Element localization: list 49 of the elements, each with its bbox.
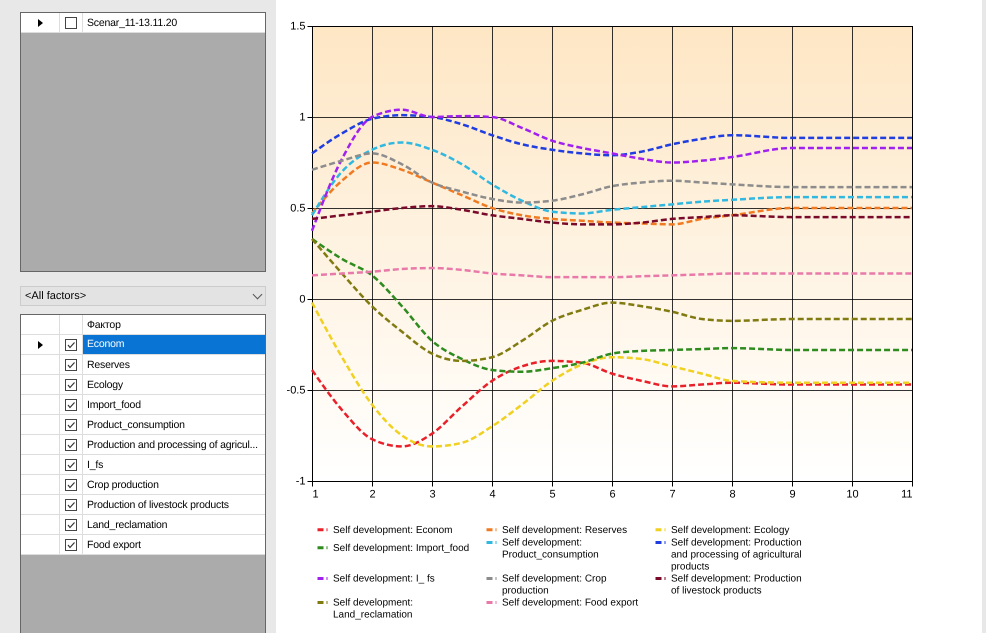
- legend-label: Self development: Econom: [333, 524, 453, 536]
- text: Food export: [86, 538, 142, 550]
- x-tick-label: 4: [489, 488, 496, 500]
- text: Econom: [83, 335, 265, 354]
- line-series: [310, 108, 914, 232]
- y-tick-label: 1: [299, 112, 306, 124]
- legend-label: Self development: Import_food: [333, 542, 470, 554]
- line-series: [310, 152, 914, 204]
- text: Production and processing of agricul...: [86, 438, 259, 450]
- legend-label: Self development: Land_reclamation: [333, 598, 414, 620]
- x-tick-label: 10: [846, 488, 859, 500]
- legend-label: Self development: Crop production: [502, 574, 607, 596]
- x-tick-label: 3: [429, 488, 436, 500]
- x-tick-label: 11: [901, 488, 912, 500]
- line-series: [310, 266, 914, 278]
- legend-label: Self development: Reserves: [502, 524, 628, 536]
- y-tick-label: 1.5: [290, 20, 306, 32]
- text: Import_food: [86, 398, 142, 410]
- x-tick-label: 5: [549, 488, 556, 500]
- y-tick-label: -0.5: [286, 384, 306, 396]
- text: Production of livestock products: [86, 498, 230, 510]
- text: Reserves: [86, 358, 131, 370]
- x-tick-label: 8: [729, 488, 736, 500]
- legend-label: Self development: Ecology: [671, 524, 790, 536]
- x-tick-label: 9: [789, 488, 796, 500]
- text: Product_consumption: [86, 418, 186, 430]
- x-tick-label: 2: [369, 488, 376, 500]
- y-tick-label: -1: [296, 476, 306, 488]
- line-series: [310, 161, 914, 226]
- legend-label: Self development: Production and processing of agricultural products: [671, 538, 802, 572]
- text: Land_reclamation: [86, 518, 168, 530]
- line-series: [310, 141, 914, 217]
- text: Crop production: [86, 478, 160, 490]
- y-tick-label: 0: [299, 294, 306, 306]
- text: Scenar_11-13.11.20: [86, 16, 178, 28]
- text: <All factors>: [25, 290, 86, 302]
- x-tick-label: 7: [669, 488, 676, 500]
- text: Фактор: [86, 318, 122, 330]
- legend-label: Self development: I_ fs: [333, 574, 435, 584]
- x-tick-label: 6: [609, 488, 616, 500]
- x-tick-label: 1: [312, 488, 319, 500]
- y-tick-label: 0.5: [290, 202, 306, 214]
- line-series: [310, 360, 914, 448]
- legend-label: Self development: Product_consumption: [502, 538, 599, 560]
- text: I_fs: [86, 458, 104, 470]
- legend-label: Self development: Production of livestock products: [671, 574, 802, 596]
- legend-label: Self development: Food export: [502, 598, 638, 608]
- text: Ecology: [86, 378, 124, 390]
- line-series: [310, 114, 914, 156]
